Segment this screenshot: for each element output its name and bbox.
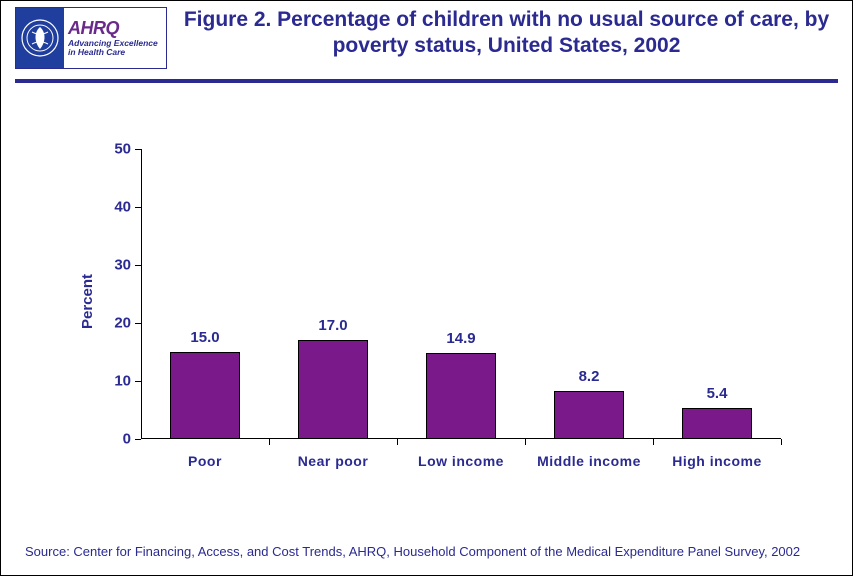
y-tick-mark [135, 439, 141, 440]
plot-area: 0102030405015.0Poor17.0Near poor14.9Low … [141, 149, 781, 439]
y-tick-mark [135, 149, 141, 150]
category-label: High income [642, 453, 792, 469]
x-tick-mark [397, 439, 398, 445]
bar [170, 352, 240, 439]
source-note: Source: Center for Financing, Access, an… [25, 544, 832, 559]
hhs-seal-icon [16, 8, 64, 68]
y-axis-label: Percent [79, 274, 96, 329]
x-tick-mark [525, 439, 526, 445]
logo-box: AHRQ Advancing Excellence in Health Care [15, 7, 167, 69]
bar [426, 353, 496, 439]
x-tick-mark [781, 439, 782, 445]
ahrq-logo: AHRQ Advancing Excellence in Health Care [64, 8, 166, 68]
y-tick-mark [135, 265, 141, 266]
y-tick-mark [135, 381, 141, 382]
bar-value-label: 5.4 [657, 385, 777, 402]
figure-title: Figure 2. Percentage of children with no… [181, 7, 832, 60]
bar-value-label: 15.0 [145, 329, 265, 346]
ahrq-tagline: Advancing Excellence in Health Care [68, 39, 166, 58]
bar [682, 408, 752, 439]
y-axis [141, 149, 142, 439]
bar-value-label: 14.9 [401, 330, 521, 347]
figure-frame: AHRQ Advancing Excellence in Health Care… [0, 0, 853, 576]
bar [554, 391, 624, 439]
ahrq-wordmark: AHRQ [68, 19, 166, 37]
bar-chart: 0102030405015.0Poor17.0Near poor14.9Low … [1, 91, 853, 521]
x-tick-mark [653, 439, 654, 445]
bar [298, 340, 368, 439]
bar-value-label: 17.0 [273, 317, 393, 334]
y-tick-mark [135, 207, 141, 208]
x-tick-mark [269, 439, 270, 445]
y-tick-mark [135, 323, 141, 324]
header-rule [15, 79, 838, 83]
bar-value-label: 8.2 [529, 368, 649, 385]
header: AHRQ Advancing Excellence in Health Care… [1, 1, 852, 77]
